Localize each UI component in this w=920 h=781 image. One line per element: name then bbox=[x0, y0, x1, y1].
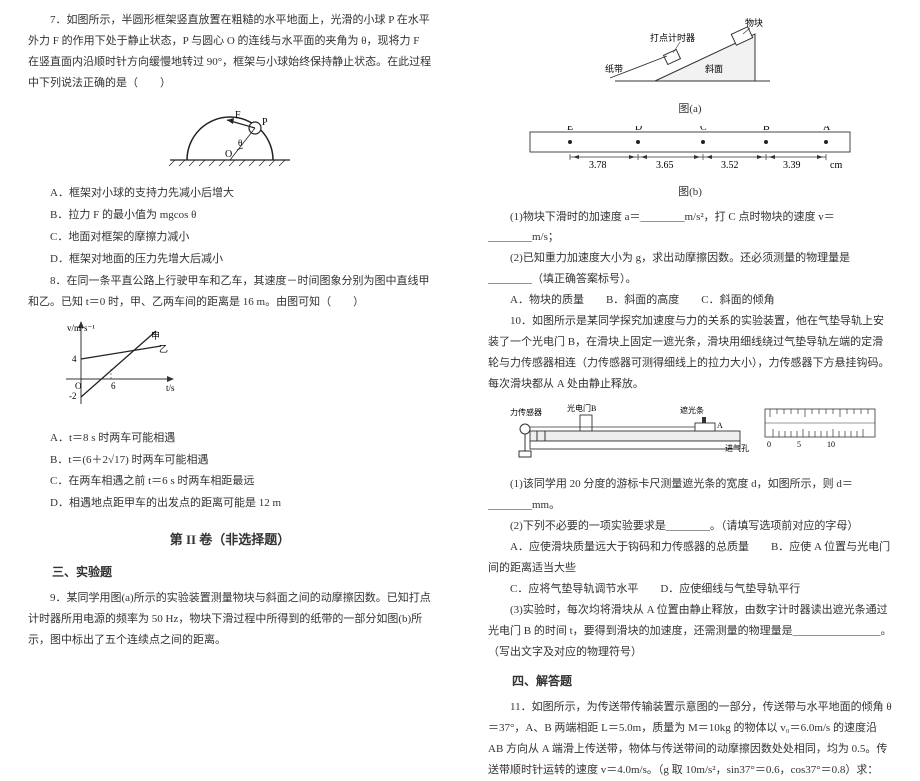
q11-body: 如图所示，为传送带传输装置示意图的一部分，传送带与水平地面的倾角 θ＝37°，A… bbox=[488, 701, 892, 776]
q11-num: 11． bbox=[510, 701, 532, 713]
fig-a: 纸带 打点计时器 物块 斜面 图(a) bbox=[488, 16, 892, 120]
q7-optD: D．框架对地面的压力先增大后减小 bbox=[50, 249, 432, 270]
q10-body: 如图所示是某同学探究加速度与力的关系的实验装置，他在气垫导轨上安装了一个光电门 … bbox=[488, 315, 890, 390]
q7-optC: C．地面对框架的摩擦力减小 bbox=[50, 227, 432, 248]
svg-text:3.39: 3.39 bbox=[783, 160, 801, 171]
q10-1: (1)该同学用 20 分度的游标卡尺测量遮光条的宽度 d，如图所示，则 d＝__… bbox=[488, 474, 892, 516]
label-O: O bbox=[225, 149, 232, 160]
svg-text:6: 6 bbox=[111, 381, 116, 391]
solve-heading: 四、解答题 bbox=[488, 670, 892, 693]
svg-text:5: 5 bbox=[797, 440, 801, 449]
q10-num: 10． bbox=[510, 315, 532, 327]
fig-b: E D C B A 3.78 3.65 3.52 3.39 cm 图(b) bbox=[488, 126, 892, 203]
page: 7．如图所示，半圆形框架竖直放置在粗糙的水平地面上，光滑的小球 P 在水平外力 … bbox=[0, 0, 920, 651]
svg-text:力传感器: 力传感器 bbox=[510, 407, 542, 417]
q7-options: A．框架对小球的支持力先减小后增大 B．拉力 F 的最小值为 mgcos θ C… bbox=[50, 183, 432, 270]
q7-num: 7． bbox=[50, 14, 67, 26]
semicircle-svg: F P O θ bbox=[165, 100, 295, 170]
q8-options: A．t＝8 s 时两车可能相遇 B．t＝(6＋2√17) 时两车可能相遇 C．在… bbox=[50, 428, 432, 515]
svg-text:θ: θ bbox=[238, 138, 242, 148]
svg-text:3.65: 3.65 bbox=[656, 160, 674, 171]
figA-caption: 图(a) bbox=[488, 99, 892, 120]
q7-text: 7．如图所示，半圆形框架竖直放置在粗糙的水平地面上，光滑的小球 P 在水平外力 … bbox=[28, 10, 432, 94]
svg-text:A: A bbox=[823, 126, 831, 133]
q8-figure: v/m·s⁻¹ t/s O 4 6 甲 乙 -2 bbox=[61, 319, 432, 422]
incline-label: 斜面 bbox=[705, 63, 723, 74]
q9-1: (1)物块下滑时的加速度 a＝________m/s²，打 C 点时物块的速度 … bbox=[488, 207, 892, 249]
right-column: 纸带 打点计时器 物块 斜面 图(a) E D C B A bbox=[460, 0, 920, 651]
q8-body: 在同一条平直公路上行驶甲车和乙车，其速度－时间图象分别为图中直线甲和乙。已知 t… bbox=[28, 275, 430, 308]
q8-optC: C．在两车相遇之前 t＝6 s 时两车相距最远 bbox=[50, 471, 432, 492]
svg-text:3.78: 3.78 bbox=[589, 160, 607, 171]
label-P: P bbox=[262, 117, 268, 128]
tape-svg: E D C B A 3.78 3.65 3.52 3.39 cm bbox=[525, 126, 855, 174]
q10-3: (3)实验时，每次均将滑块从 A 位置由静止释放，由数字计时器读出遮光条通过光电… bbox=[488, 600, 892, 663]
svg-text:10: 10 bbox=[827, 440, 835, 449]
tape-label: 纸带 bbox=[605, 63, 623, 74]
q8-text: 8．在同一条平直公路上行驶甲车和乙车，其速度－时间图象分别为图中直线甲和乙。已知… bbox=[28, 271, 432, 313]
vt-graph-svg: v/m·s⁻¹ t/s O 4 6 甲 乙 -2 bbox=[61, 319, 181, 414]
label-F: F bbox=[235, 110, 241, 121]
q8-optB: B．t＝(6＋2√17) 时两车可能相遇 bbox=[50, 450, 432, 471]
svg-text:遮光条: 遮光条 bbox=[680, 405, 704, 415]
section2-heading: 第 II 卷（非选择题） bbox=[28, 528, 432, 553]
left-column: 7．如图所示，半圆形框架竖直放置在粗糙的水平地面上，光滑的小球 P 在水平外力 … bbox=[0, 0, 460, 651]
svg-text:3.52: 3.52 bbox=[721, 160, 739, 171]
q11-text: 11．如图所示，为传送带传输装置示意图的一部分，传送带与水平地面的倾角 θ＝37… bbox=[488, 697, 892, 781]
svg-text:C: C bbox=[700, 126, 707, 133]
q10-optB: C．应将气垫导轨调节水平 D．应使细线与气垫导轨平行 bbox=[488, 579, 892, 600]
svg-text:cm: cm bbox=[830, 160, 842, 171]
q8-optD: D．相遇地点距甲车的出发点的距离可能是 12 m bbox=[50, 493, 432, 514]
q10-figure: 力传感器 光电门B 遮光条 A 进气孔 0 5 10 bbox=[488, 401, 892, 469]
svg-text:t/s: t/s bbox=[166, 383, 175, 393]
figB-caption: 图(b) bbox=[488, 182, 892, 203]
apparatus-svg: 力传感器 光电门B 遮光条 A 进气孔 0 5 10 bbox=[495, 401, 885, 461]
svg-text:D: D bbox=[635, 126, 642, 133]
q7-optB: B．拉力 F 的最小值为 mgcos θ bbox=[50, 205, 432, 226]
svg-text:进气孔: 进气孔 bbox=[725, 443, 749, 453]
svg-text:4: 4 bbox=[72, 354, 77, 364]
q10-2: (2)下列不必要的一项实验要求是________。（请填写选项前对应的字母） bbox=[488, 516, 892, 537]
svg-text:甲: 甲 bbox=[151, 331, 160, 341]
incline-svg: 纸带 打点计时器 物块 斜面 bbox=[595, 16, 785, 91]
svg-text:B: B bbox=[763, 126, 770, 133]
q9-opts: A．物块的质量 B．斜面的高度 C．斜面的倾角 bbox=[488, 290, 892, 311]
svg-text:E: E bbox=[567, 126, 573, 133]
q7-body: 如图所示，半圆形框架竖直放置在粗糙的水平地面上，光滑的小球 P 在水平外力 F … bbox=[28, 14, 431, 89]
block-label: 物块 bbox=[745, 17, 763, 28]
svg-text:乙: 乙 bbox=[159, 344, 168, 354]
q9-2: (2)已知重力加速度大小为 g，求出动摩擦因数。还必须测量的物理量是______… bbox=[488, 248, 892, 290]
q7-figure: F P O θ bbox=[28, 100, 432, 178]
q10-optA: A．应使滑块质量远大于钩码和力传感器的总质量 B．应使 A 位置与光电门间的距离… bbox=[488, 537, 892, 579]
exp-heading: 三、实验题 bbox=[28, 561, 432, 584]
q9-text: 9．某同学用图(a)所示的实验装置测量物块与斜面之间的动摩擦因数。已知打点计时器… bbox=[28, 588, 432, 651]
q8-num: 8． bbox=[50, 275, 67, 287]
q9-num: 9． bbox=[50, 592, 67, 604]
svg-text:A: A bbox=[717, 421, 723, 430]
q9-body: 某同学用图(a)所示的实验装置测量物块与斜面之间的动摩擦因数。已知打点计时器所用… bbox=[28, 592, 431, 646]
svg-text:v/m·s⁻¹: v/m·s⁻¹ bbox=[67, 323, 95, 333]
svg-text:光电门B: 光电门B bbox=[567, 403, 596, 413]
q10-text: 10．如图所示是某同学探究加速度与力的关系的实验装置，他在气垫导轨上安装了一个光… bbox=[488, 311, 892, 395]
svg-text:-2: -2 bbox=[69, 391, 77, 401]
q8-optA: A．t＝8 s 时两车可能相遇 bbox=[50, 428, 432, 449]
timer-label: 打点计时器 bbox=[650, 32, 695, 43]
svg-text:0: 0 bbox=[767, 440, 771, 449]
svg-text:O: O bbox=[75, 381, 82, 391]
q7-optA: A．框架对小球的支持力先减小后增大 bbox=[50, 183, 432, 204]
